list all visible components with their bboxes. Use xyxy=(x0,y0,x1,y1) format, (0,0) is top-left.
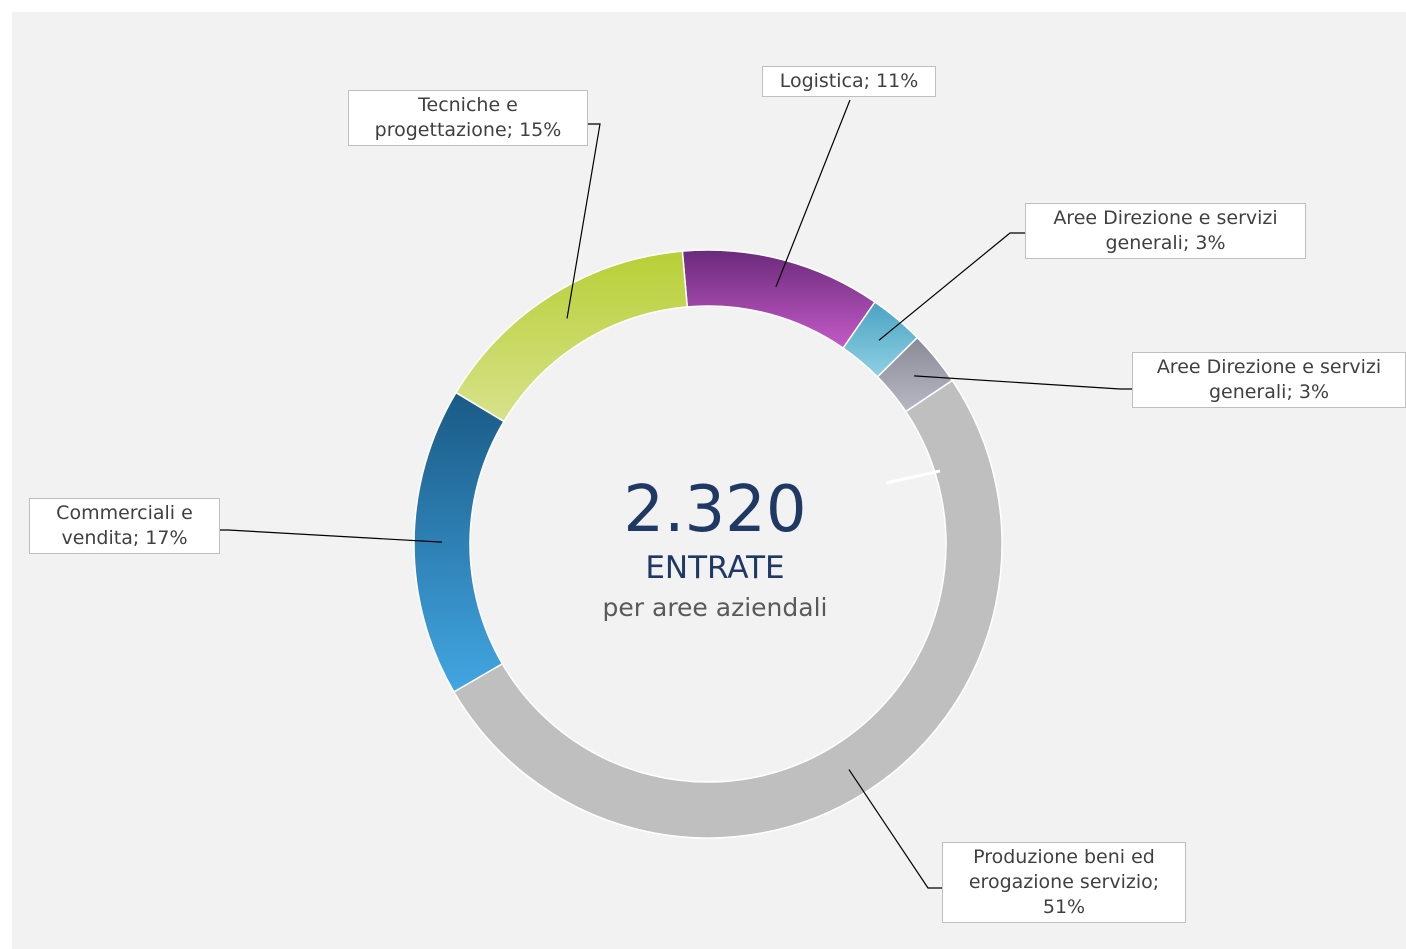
center-total-value: 2.320 xyxy=(623,473,807,547)
center-title: ENTRATE xyxy=(645,550,785,586)
donut-slice-1 xyxy=(681,249,876,350)
leader-line-3 xyxy=(914,375,1132,390)
data-label-tecniche: Tecniche e progettazione; 15% xyxy=(348,90,588,146)
data-label-aree-direzione-1: Aree Direzione e servizi generali; 3% xyxy=(1025,203,1306,259)
donut-slice-5 xyxy=(413,391,506,693)
data-label-produzione: Produzione beni ed erogazione servizio; … xyxy=(942,842,1186,923)
donut-slice-4 xyxy=(452,379,1003,839)
separator-mark xyxy=(885,469,941,485)
leader-line-1 xyxy=(775,99,851,288)
leader-line-6 xyxy=(566,123,601,319)
data-label-aree-direzione-2: Aree Direzione e servizi generali; 3% xyxy=(1132,352,1406,408)
data-label-logistica: Logistica; 11% xyxy=(762,66,936,97)
leader-line-4 xyxy=(848,769,942,889)
center-subtitle: per aree aziendali xyxy=(602,593,828,622)
donut-slice-6 xyxy=(454,250,689,423)
leader-line-5 xyxy=(220,529,443,543)
leader-line-2 xyxy=(878,232,1025,341)
data-label-commerciali: Commerciali e vendita; 17% xyxy=(29,498,220,554)
